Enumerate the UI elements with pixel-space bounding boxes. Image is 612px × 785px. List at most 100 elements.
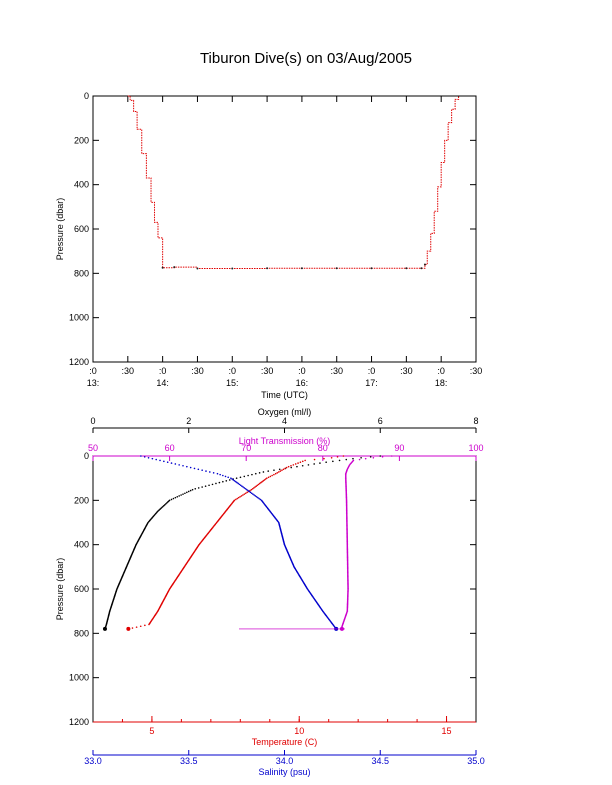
light-profile-point — [283, 628, 285, 630]
x-tick-label-hour: 13: — [87, 378, 100, 388]
oxygen-profile-point — [379, 455, 382, 457]
light-profile-point — [303, 628, 305, 630]
salinity-profile-point — [201, 469, 203, 471]
light-profile-point — [390, 455, 393, 457]
salinity-profile-point — [174, 463, 177, 465]
oxygen-profile-point — [172, 497, 175, 500]
oxygen-profile-point — [296, 465, 298, 468]
dive-track-point — [423, 263, 426, 266]
salinity-profile-point — [222, 474, 224, 477]
oxygen-profile-point — [267, 470, 270, 472]
salinity-profile-point — [227, 476, 229, 479]
dive-track-point — [231, 267, 234, 270]
light-profile-point — [279, 628, 281, 630]
salinity-profile-point — [237, 482, 240, 485]
salinity-profile-point — [258, 497, 260, 500]
salinity-profile-point — [166, 461, 169, 464]
temperature-profile-point — [261, 480, 263, 483]
salinity-profile-point — [163, 460, 165, 463]
dive-track-point — [420, 267, 423, 270]
dive-track-point — [405, 267, 408, 270]
temperature-profile-point — [260, 481, 262, 484]
light-profile-point — [307, 628, 309, 630]
light-profile-point — [341, 628, 343, 630]
light-profile-point — [243, 628, 245, 630]
light-profile-point — [315, 628, 317, 630]
light-profile-point — [257, 628, 259, 630]
oxygen-profile-point — [235, 477, 238, 479]
oxygen-profile-point — [178, 495, 180, 497]
temperature-profile-point — [287, 465, 290, 468]
temperature-profile-point — [301, 460, 304, 463]
temperature-profile-point — [342, 455, 345, 457]
x-tick-label: :30 — [400, 366, 413, 376]
temperature-profile-point — [144, 624, 146, 627]
oxygen-profile-point — [218, 481, 221, 484]
y-tick-label: 0 — [84, 451, 89, 461]
oxygen-profile-point — [208, 484, 210, 487]
y-tick-label: 800 — [74, 628, 89, 638]
salinity-profile-point — [254, 495, 257, 497]
salinity-profile-point — [252, 493, 254, 495]
temperature-tick-label: 5 — [149, 726, 154, 736]
y-tick-label: 1000 — [69, 313, 89, 323]
dive-track-point — [161, 266, 164, 269]
y-tick-label: 1200 — [69, 717, 89, 727]
temperature-profile-point — [304, 459, 306, 462]
light-profile-point — [251, 628, 253, 630]
salinity-profile-point — [239, 484, 242, 487]
temperature-bottom-marker — [126, 626, 131, 631]
oxygen-profile-point — [184, 492, 186, 495]
temperature-profile-point — [290, 464, 292, 467]
light-profile-point — [317, 628, 319, 630]
temperature-profile-point — [330, 456, 333, 459]
oxygen-profile-point — [201, 486, 203, 488]
oxygen-profile-point — [239, 476, 242, 479]
salinity-profile-point — [233, 480, 236, 482]
dive-track-point — [300, 267, 303, 270]
oxygen-tick-label: 6 — [378, 416, 383, 426]
temperature-profile-point — [279, 470, 282, 472]
oxygen-profile-point — [254, 472, 257, 475]
dive-track-point — [335, 267, 338, 270]
light-profile-point — [249, 628, 251, 630]
light-tick-label: 90 — [394, 443, 404, 453]
light-profile-point — [269, 628, 271, 630]
light-profile-point — [364, 457, 367, 460]
temperature-profile-point — [242, 494, 244, 496]
light-profile-point — [329, 628, 331, 630]
x-tick-label: :0 — [368, 366, 376, 376]
salinity-profile-point — [159, 459, 161, 462]
light-profile-point — [325, 628, 327, 630]
x-tick-label: :0 — [437, 366, 445, 376]
temperature-profile-point — [258, 482, 261, 485]
y-tick-label: 600 — [74, 224, 89, 234]
light-profile-point — [271, 628, 273, 630]
dive-track-point — [173, 266, 176, 269]
x-tick-label: :0 — [229, 366, 237, 376]
light-profile-point — [305, 628, 307, 630]
salinity-profile-point — [250, 492, 253, 495]
x-tick-label: :30 — [330, 366, 343, 376]
salinity-profile-point — [242, 486, 244, 488]
oxygen-profile-point — [325, 461, 327, 464]
oxygen-profile-point — [191, 488, 194, 491]
dive-track-point — [370, 267, 373, 270]
oxygen-profile-point — [215, 482, 217, 485]
temperature-profile-point — [264, 478, 267, 480]
light-tick-label: 50 — [88, 443, 98, 453]
temperature-profile-point — [284, 467, 286, 470]
temperature-profile-point — [271, 474, 273, 477]
light-profile-point — [343, 628, 345, 630]
temperature-profile-point — [323, 457, 325, 460]
salinity-profile-point — [257, 496, 259, 499]
salinity-profile-point — [155, 458, 157, 461]
temperature-profile-point — [239, 495, 241, 498]
light-profile-point — [299, 628, 301, 630]
oxygen-profile-point — [187, 490, 190, 493]
salinity-profile-point — [244, 488, 247, 490]
light-profile-point — [337, 628, 339, 630]
oxygen-profile-point — [225, 480, 228, 482]
light-profile-point — [259, 628, 261, 630]
